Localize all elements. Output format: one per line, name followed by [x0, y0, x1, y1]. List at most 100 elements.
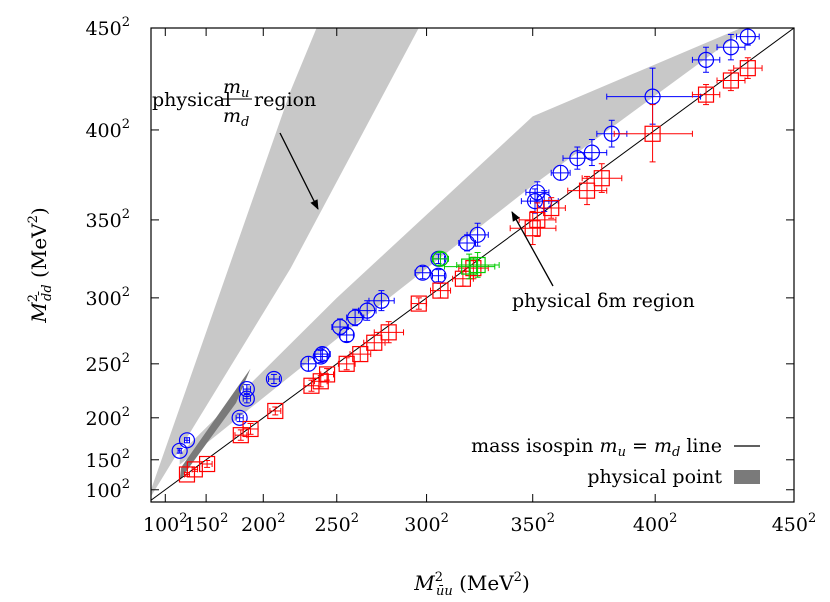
- point-square-1-1: [186, 461, 203, 478]
- y-tick-label: 1002: [85, 477, 130, 502]
- marker-square: [465, 260, 482, 277]
- x-tick-label: 1502: [184, 511, 229, 536]
- point-square-1-21: [581, 163, 623, 193]
- marker-circle: [300, 355, 317, 372]
- point-circle-0-12: [358, 300, 377, 321]
- marker-square: [318, 366, 336, 383]
- point-square-1-12: [373, 321, 405, 344]
- marker-circle: [265, 370, 283, 388]
- point-circle-0-15: [430, 267, 447, 284]
- point-circle-0-14: [414, 264, 432, 281]
- marker-square: [529, 211, 546, 229]
- point-square-1-8: [318, 366, 336, 383]
- marker-square: [186, 461, 203, 478]
- annotation-delta-m-text: physical δm region: [512, 290, 695, 312]
- x-tick-label: 3002: [404, 511, 449, 536]
- legend-entry-isospin-line: mass isospin mu = md line: [471, 435, 722, 460]
- legend-entry-physical-point: physical point: [587, 466, 722, 488]
- annotation-arrow: [279, 132, 319, 210]
- point-square-1-10: [349, 345, 372, 363]
- marker-circle: [432, 250, 449, 267]
- point-circle-0-27: [691, 46, 721, 73]
- marker-circle: [238, 380, 255, 398]
- point-circle-0-28: [716, 33, 746, 61]
- point-square-1-6: [303, 377, 320, 394]
- marker-circle: [178, 432, 196, 449]
- point-square-1-14: [430, 282, 452, 299]
- point-circle-0-6: [300, 355, 317, 372]
- x-axis-label: M2 ūu (MeV2): [413, 570, 530, 599]
- point-square-1-3: [232, 427, 249, 444]
- point-square-1-24: [716, 69, 746, 92]
- y-tick-label: 4502: [85, 15, 130, 40]
- marker-circle: [697, 51, 715, 68]
- marker-square: [578, 182, 596, 199]
- y-tick-label: 2002: [85, 405, 130, 430]
- marker-circle: [231, 409, 248, 426]
- marker-square: [524, 220, 541, 237]
- point-circle-0-11: [346, 308, 365, 327]
- marker-square: [303, 377, 320, 394]
- marker-circle: [739, 28, 756, 45]
- marker-square: [352, 345, 369, 363]
- marker-circle: [414, 264, 431, 281]
- marker-square: [198, 455, 216, 473]
- marker-square: [232, 427, 249, 444]
- point-circle-0-4: [238, 380, 255, 398]
- point-square-1-13: [410, 295, 428, 312]
- band-2: [179, 368, 251, 481]
- point-circle-0-1: [178, 432, 196, 449]
- point-circle-0-24: [576, 138, 608, 167]
- point-square-1-19: [536, 197, 566, 219]
- point-square-3-1: [456, 252, 500, 278]
- marker-square: [242, 420, 259, 438]
- marker-square: [593, 170, 610, 187]
- band-0: [151, 28, 419, 497]
- point-circle-0-8: [314, 345, 331, 363]
- point-square-1-17: [509, 210, 557, 246]
- marker-square: [469, 256, 486, 274]
- marker-circle: [359, 302, 376, 319]
- marker-square: [432, 282, 449, 299]
- y-tick-label: 3502: [85, 207, 130, 232]
- marker-square: [380, 324, 397, 341]
- marker-square: [739, 60, 756, 77]
- marker-square: [410, 295, 427, 312]
- point-square-1-25: [733, 57, 763, 79]
- annotation-arrow: [511, 211, 554, 287]
- point-circle-0-10: [338, 326, 355, 344]
- marker-circle: [583, 144, 601, 161]
- svg-text:M2d̄d (MeV2): M2d̄d (MeV2): [26, 207, 55, 323]
- point-circle-0-13: [368, 290, 395, 312]
- svg-text:mu: mu: [223, 76, 249, 101]
- x-tick-label: 2502: [314, 511, 359, 536]
- marker-circle: [347, 309, 364, 326]
- y-tick-label: 2502: [85, 351, 130, 376]
- annotation-delta-m-region: physical δm region: [511, 211, 695, 312]
- y-tick-label: 1502: [85, 447, 130, 472]
- point-circle-0-3: [238, 390, 255, 407]
- point-square-1-20: [567, 175, 608, 206]
- marker-square: [267, 402, 284, 420]
- plot-area: [151, 28, 794, 501]
- marker-square: [697, 86, 715, 103]
- marker-square: [644, 125, 661, 142]
- point-circle-2-0: [431, 250, 450, 267]
- marker-square: [461, 258, 478, 275]
- y-tick-label: 3002: [85, 285, 130, 310]
- x-tick-label: 2002: [241, 511, 286, 536]
- marker-square: [543, 199, 560, 217]
- svg-text:md: md: [223, 105, 249, 130]
- marker-circle: [312, 348, 329, 365]
- plot-frame: [150, 27, 795, 503]
- point-square-1-23: [691, 84, 721, 106]
- shaded-bands: [151, 28, 748, 497]
- annotation-mu-md-region: physical mu md region: [152, 76, 319, 210]
- data-points: [171, 28, 763, 483]
- x-tick-label: 3502: [510, 511, 555, 536]
- marker-circle: [314, 345, 331, 363]
- point-square-1-22: [613, 104, 693, 163]
- point-circle-0-5: [265, 370, 283, 388]
- marker-circle: [373, 292, 390, 309]
